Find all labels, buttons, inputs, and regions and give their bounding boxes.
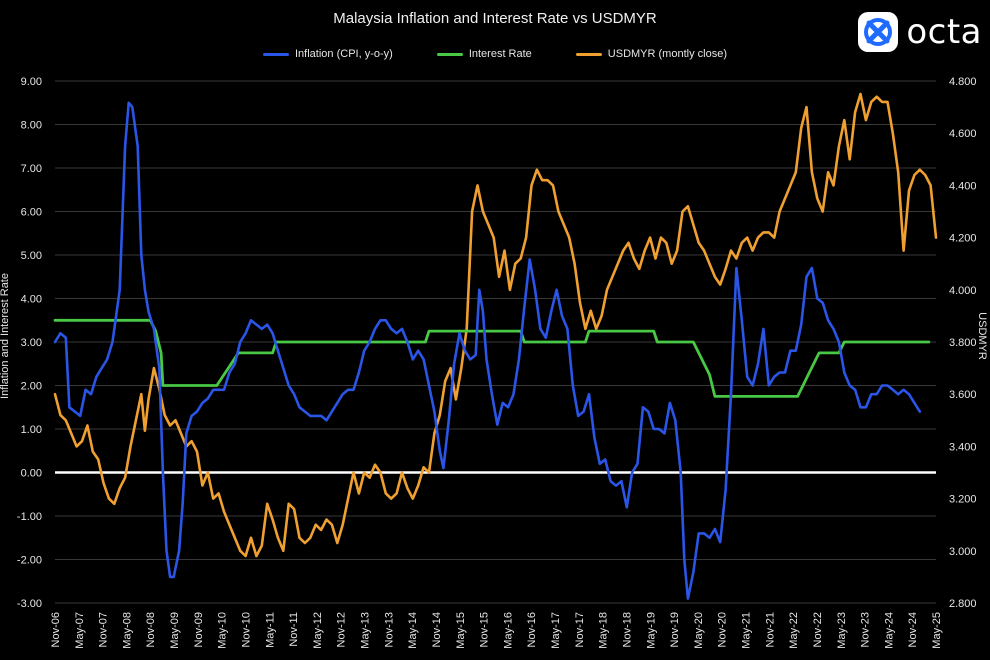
legend-item-interest-rate: Interest Rate	[436, 48, 532, 60]
legend-item-usdmyr: USDMYR (montly close)	[575, 48, 727, 60]
legend: Inflation (CPI, y-o-y) Interest Rate USD…	[0, 48, 990, 60]
x-tick-label: Nov-09	[193, 612, 205, 647]
brand-logo: octa	[858, 10, 982, 54]
y-tick-label: 3.00	[21, 337, 42, 349]
legend-swatch-interest-rate	[436, 52, 463, 56]
y2-tick-label: 4.800	[949, 76, 977, 88]
y2-tick-label: 3.200	[949, 494, 977, 506]
series-lines	[53, 92, 938, 600]
series-line-inflation	[53, 101, 922, 600]
x-tick-label: Nov-18	[621, 612, 633, 647]
y2-tick-labels: 4.800 4.600 4.400 4.200 4.000 3.800 3.600 3.400…	[949, 76, 977, 610]
y-tick-label: -1.00	[17, 511, 42, 523]
x-tick-label: May-13	[360, 612, 372, 649]
x-tick-label: Nov-22	[812, 612, 824, 647]
x-tick-label: May-16	[502, 612, 514, 649]
y2-tick-label: 3.600	[949, 389, 977, 401]
legend-label-interest-rate: Interest Rate	[468, 48, 532, 60]
x-tick-label: May-20	[693, 612, 705, 649]
y-tick-label: 0.00	[21, 468, 42, 480]
x-tick-label: Nov-19	[669, 612, 681, 647]
y-tick-label: 6.00	[21, 207, 42, 219]
series-line-interest-rate	[53, 318, 931, 398]
x-tick-label: May-12	[312, 612, 324, 649]
x-tick-label: Nov-13	[383, 612, 395, 647]
x-tick-label: May-25	[931, 612, 943, 649]
series-line-usdmyr	[53, 92, 938, 558]
y-tick-label: 2.00	[21, 381, 42, 393]
x-tick-label: Nov-23	[860, 612, 872, 647]
x-tick-label: Nov-07	[98, 612, 110, 647]
x-tick-label: Nov-24	[907, 612, 919, 647]
y2-tick-label: 3.400	[949, 441, 977, 453]
legend-label-usdmyr: USDMYR (montly close)	[607, 48, 727, 60]
x-tick-label: Nov-16	[526, 612, 538, 647]
x-tick-label: Nov-21	[764, 612, 776, 647]
y-tick-label: -3.00	[17, 598, 42, 610]
x-tick-label: Nov-14	[431, 612, 443, 647]
y-tick-label: 8.00	[21, 120, 42, 132]
x-tick-label: Nov-12	[336, 612, 348, 647]
x-tick-label: Nov-11	[288, 612, 300, 647]
x-tick-label: Nov-08	[145, 612, 157, 647]
x-tick-label: Nov-15	[479, 612, 491, 647]
octa-logo-icon	[858, 12, 899, 52]
y2-tick-label: 4.200	[949, 233, 977, 245]
x-tick-label: May-10	[217, 612, 229, 649]
y2-tick-label: 3.800	[949, 337, 977, 349]
legend-item-inflation: Inflation (CPI, y-o-y)	[263, 48, 393, 60]
y2-tick-label: 3.000	[949, 546, 977, 558]
x-tick-label: May-09	[169, 612, 181, 649]
x-tick-label: May-19	[645, 612, 657, 649]
y-tick-label: -2.00	[17, 555, 42, 567]
y-tick-label: 4.00	[21, 294, 42, 306]
grid	[55, 80, 936, 604]
legend-swatch-inflation	[263, 52, 289, 56]
x-tick-label: May-23	[836, 612, 848, 649]
x-tick-label: Nov-06	[50, 612, 62, 647]
logo-text: octa	[906, 12, 982, 52]
chart-title: Malaysia Inflation and Interest Rate vs …	[333, 10, 657, 27]
y-tick-labels: 9.00 8.00 7.00 6.00 5.00 4.00 3.00 2.00 1.00 0.00…	[17, 76, 42, 610]
y-tick-label: 7.00	[21, 163, 42, 175]
x-tick-label: May-15	[455, 612, 467, 649]
x-tick-labels: Nov-06 May-07 Nov-07 May-08 Nov-08 May-09 Nov-…	[50, 612, 943, 649]
x-tick-label: May-14	[407, 612, 419, 649]
legend-label-inflation: Inflation (CPI, y-o-y)	[295, 48, 393, 60]
x-tick-label: May-21	[741, 612, 753, 649]
x-tick-label: May-11	[264, 612, 276, 648]
y-tick-label: 9.00	[21, 76, 42, 88]
x-tick-label: May-07	[74, 612, 86, 649]
x-tick-label: Nov-10	[240, 612, 252, 647]
x-tick-label: Nov-20	[717, 612, 729, 647]
y2-tick-label: 2.800	[949, 598, 977, 610]
x-tick-label: May-17	[550, 612, 562, 649]
x-tick-label: Nov-17	[574, 612, 586, 647]
x-tick-label: May-18	[598, 612, 610, 649]
y2-tick-label: 4.600	[949, 128, 977, 140]
legend-swatch-usdmyr	[575, 52, 602, 56]
x-tick-label: May-24	[883, 612, 895, 649]
y-tick-label: 5.00	[21, 250, 42, 262]
x-tick-label: May-22	[788, 612, 800, 649]
y2-tick-label: 4.000	[949, 285, 977, 297]
y2-tick-label: 4.400	[949, 180, 977, 192]
x-tick-label: May-08	[121, 612, 133, 649]
y-tick-label: 1.00	[21, 424, 42, 436]
